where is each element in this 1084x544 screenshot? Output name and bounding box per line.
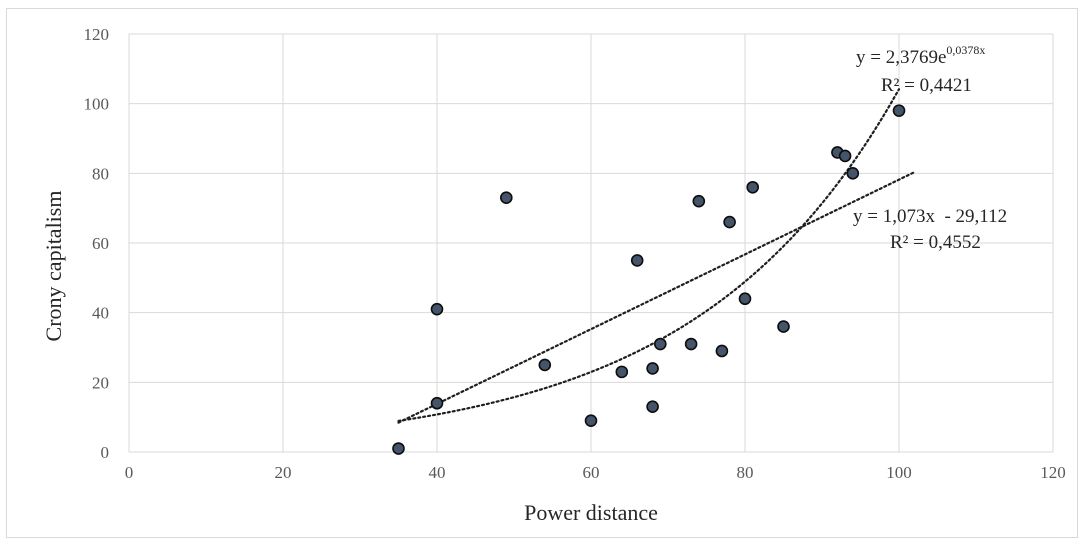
y-tick-label: 120 — [84, 25, 110, 44]
x-tick-label: 40 — [429, 463, 446, 482]
data-point — [646, 400, 659, 414]
y-tick-label: 40 — [92, 304, 109, 323]
data-point — [584, 414, 598, 427]
data-point — [653, 337, 667, 351]
exponential-equation-base: y = 2,3769e — [856, 47, 946, 68]
exponential-equation: y = 2,3769e0,0378x — [856, 43, 985, 68]
data-point — [538, 358, 552, 372]
trendlines — [397, 88, 916, 424]
tick-labels: 0 20 40 60 80 100 120 0 20 40 60 80 100 120 — [84, 25, 1066, 482]
x-axis-title: Power distance — [524, 500, 658, 525]
x-tick-label: 100 — [886, 463, 912, 482]
data-point — [692, 194, 706, 208]
data-point — [430, 302, 444, 316]
data-point — [499, 191, 513, 205]
data-point — [615, 365, 629, 379]
data-point — [430, 396, 444, 410]
data-point — [746, 180, 760, 194]
scatter-chart: 0 20 40 60 80 100 120 0 20 40 60 80 100 120 Power dis… — [41, 25, 1066, 525]
data-points — [392, 104, 906, 455]
x-tick-label: 120 — [1040, 463, 1066, 482]
x-tick-label: 60 — [583, 463, 600, 482]
exponential-trendline-label: y = 2,3769e0,0378x R² = 0,4421 — [856, 43, 985, 96]
x-tick-label: 0 — [125, 463, 134, 482]
data-point — [738, 292, 752, 306]
grid-lines — [128, 33, 1054, 453]
data-point — [723, 215, 736, 229]
linear-trendline — [397, 171, 916, 424]
y-axis-title: Crony capitalism — [41, 191, 66, 342]
linear-trendline-label: y = 1,073x - 29,112 R² = 0,4552 — [853, 206, 1007, 253]
chart-frame: 0 20 40 60 80 100 120 0 20 40 60 80 100 120 Power dis… — [6, 8, 1078, 538]
data-point — [646, 362, 659, 375]
data-point — [846, 167, 860, 180]
y-tick-label: 100 — [84, 95, 110, 114]
data-point — [630, 254, 644, 267]
y-tick-label: 0 — [101, 443, 110, 462]
exponential-trendline — [397, 88, 901, 423]
exponential-r-squared: R² = 0,4421 — [881, 75, 972, 96]
y-tick-label: 80 — [92, 164, 109, 183]
x-tick-label: 20 — [275, 463, 292, 482]
linear-r-squared: R² = 0,4552 — [890, 232, 981, 253]
data-point — [684, 337, 698, 351]
y-tick-label: 20 — [92, 373, 109, 392]
data-point — [777, 320, 790, 333]
data-point — [892, 104, 906, 117]
exponential-equation-exponent: 0,0378x — [946, 43, 985, 57]
data-point — [838, 149, 852, 163]
y-tick-label: 60 — [92, 234, 109, 253]
data-point — [392, 442, 405, 455]
linear-equation: y = 1,073x - 29,112 — [853, 206, 1007, 227]
x-tick-label: 80 — [737, 463, 754, 482]
data-point — [715, 344, 729, 358]
